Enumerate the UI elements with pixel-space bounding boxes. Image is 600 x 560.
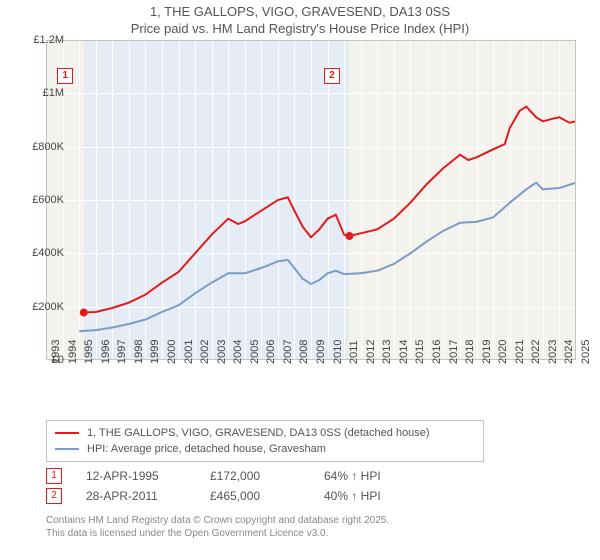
x-tick-label: 1997 xyxy=(116,340,128,364)
legend-swatch-red xyxy=(55,432,79,434)
x-tick-label: 2017 xyxy=(448,340,460,364)
x-tick-label: 1996 xyxy=(100,340,112,364)
y-tick-label: £400K xyxy=(32,247,64,259)
sale-date: 12-APR-1995 xyxy=(86,469,186,483)
x-tick-label: 2001 xyxy=(183,340,195,364)
x-tick-label: 1993 xyxy=(50,340,62,364)
x-tick-label: 1994 xyxy=(67,340,79,364)
marker-box: 2 xyxy=(324,68,340,84)
x-tick-label: 2013 xyxy=(381,340,393,364)
x-tick-label: 1999 xyxy=(149,340,161,364)
legend: 1, THE GALLOPS, VIGO, GRAVESEND, DA13 0S… xyxy=(46,420,484,462)
line-svg xyxy=(46,40,576,360)
x-tick-label: 1995 xyxy=(83,340,95,364)
copyright: Contains HM Land Registry data © Crown c… xyxy=(46,514,389,540)
x-tick-label: 2018 xyxy=(464,340,476,364)
chart-title: 1, THE GALLOPS, VIGO, GRAVESEND, DA13 0S… xyxy=(0,0,600,38)
sale-dot xyxy=(345,232,353,240)
x-tick-label: 2009 xyxy=(315,340,327,364)
x-tick-label: 2024 xyxy=(563,340,575,364)
y-tick-label: £1M xyxy=(43,87,64,99)
legend-row-property: 1, THE GALLOPS, VIGO, GRAVESEND, DA13 0S… xyxy=(55,425,475,441)
sale-hpi: 40% ↑ HPI xyxy=(324,489,424,503)
sale-hpi: 64% ↑ HPI xyxy=(324,469,424,483)
sale-price: £172,000 xyxy=(210,469,300,483)
copyright-line-2: This data is licensed under the Open Gov… xyxy=(46,528,328,539)
x-tick-label: 2000 xyxy=(166,340,178,364)
x-tick-label: 2019 xyxy=(481,340,493,364)
sale-date: 28-APR-2011 xyxy=(86,489,186,503)
marker-box: 1 xyxy=(57,68,73,84)
sale-price: £465,000 xyxy=(210,489,300,503)
x-tick-label: 2016 xyxy=(431,340,443,364)
x-tick-label: 2011 xyxy=(348,340,360,364)
x-tick-label: 2002 xyxy=(199,340,211,364)
x-tick-label: 2022 xyxy=(530,340,542,364)
title-line-2: Price paid vs. HM Land Registry's House … xyxy=(131,21,469,36)
sales-table: 1 12-APR-1995 £172,000 64% ↑ HPI 2 28-APR-201… xyxy=(46,466,424,506)
x-tick-label: 2004 xyxy=(232,340,244,364)
x-tick-label: 1998 xyxy=(133,340,145,364)
x-tick-label: 2025 xyxy=(580,340,592,364)
y-tick-label: £800K xyxy=(32,141,64,153)
legend-label-property: 1, THE GALLOPS, VIGO, GRAVESEND, DA13 0S… xyxy=(87,427,430,439)
title-line-1: 1, THE GALLOPS, VIGO, GRAVESEND, DA13 0S… xyxy=(150,4,450,19)
hpi-line xyxy=(79,183,576,332)
sale-row: 1 12-APR-1995 £172,000 64% ↑ HPI xyxy=(46,466,424,486)
legend-label-hpi: HPI: Average price, detached house, Grav… xyxy=(87,443,326,455)
x-tick-label: 2007 xyxy=(282,340,294,364)
sale-marker: 2 xyxy=(46,488,62,504)
x-tick-label: 2010 xyxy=(332,340,344,364)
legend-row-hpi: HPI: Average price, detached house, Grav… xyxy=(55,441,475,457)
sale-marker: 1 xyxy=(46,468,62,484)
y-tick-label: £200K xyxy=(32,301,64,313)
x-tick-label: 2015 xyxy=(414,340,426,364)
sale-dot xyxy=(80,309,88,317)
y-tick-label: £600K xyxy=(32,194,64,206)
x-tick-label: 2023 xyxy=(547,340,559,364)
x-tick-label: 2005 xyxy=(249,340,261,364)
x-tick-label: 2008 xyxy=(298,340,310,364)
sale-row: 2 28-APR-2011 £465,000 40% ↑ HPI xyxy=(46,486,424,506)
legend-swatch-blue xyxy=(55,448,79,450)
x-tick-label: 2003 xyxy=(216,340,228,364)
y-tick-label: £1.2M xyxy=(33,34,64,46)
x-tick-label: 2021 xyxy=(514,340,526,364)
x-tick-label: 2006 xyxy=(265,340,277,364)
plot-area: 12 xyxy=(46,40,576,360)
sale-dots xyxy=(80,232,354,317)
x-tick-label: 2020 xyxy=(497,340,509,364)
x-tick-label: 2014 xyxy=(398,340,410,364)
copyright-line-1: Contains HM Land Registry data © Crown c… xyxy=(46,515,389,526)
x-tick-label: 2012 xyxy=(365,340,377,364)
chart-container: 1, THE GALLOPS, VIGO, GRAVESEND, DA13 0S… xyxy=(0,0,600,560)
